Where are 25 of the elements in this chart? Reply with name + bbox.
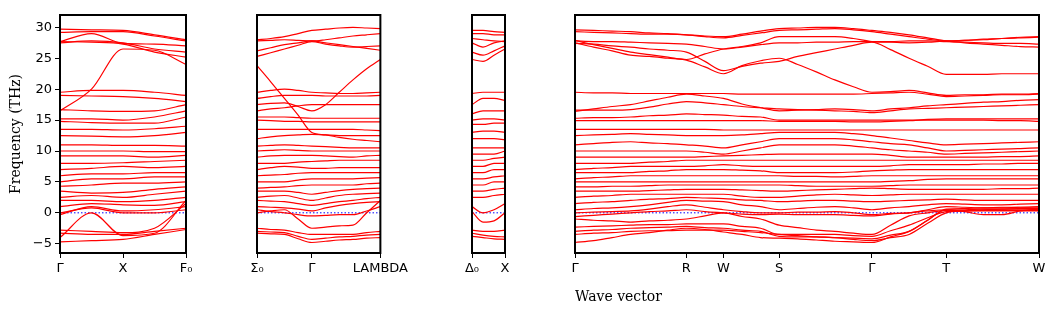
x-tick-label: Γ [868,260,877,276]
y-tick-label: 5 [43,173,52,189]
x-tick-label: Σ₀ [250,260,264,276]
y-tick-label: 15 [35,111,52,127]
y-axis-title: Frequency (THz) [7,73,24,195]
x-tick-label: X [500,260,510,276]
y-tick-label: 25 [35,49,52,65]
x-tick-label: Γ [571,260,580,276]
x-tick-label: Δ₀ [464,260,480,276]
x-tick-label: LAMBDA [352,260,409,276]
x-tick-label: W [717,260,731,276]
y-tick-label: −5 [32,235,52,251]
y-tick-label: 10 [35,142,52,158]
x-tick-label: T [941,260,951,276]
x-tick-label: S [775,260,784,276]
x-tick-label: W [1032,260,1046,276]
x-tick-label: F₀ [179,260,193,276]
y-tick-label: 20 [35,80,52,96]
x-axis-title: Wave vector [575,288,663,305]
x-tick-label: Γ [56,260,65,276]
x-tick-label: Γ [308,260,317,276]
x-tick-label: X [118,260,128,276]
y-tick-label: 30 [35,18,52,34]
x-tick-label: R [681,260,691,276]
y-tick-label: 0 [43,204,52,220]
